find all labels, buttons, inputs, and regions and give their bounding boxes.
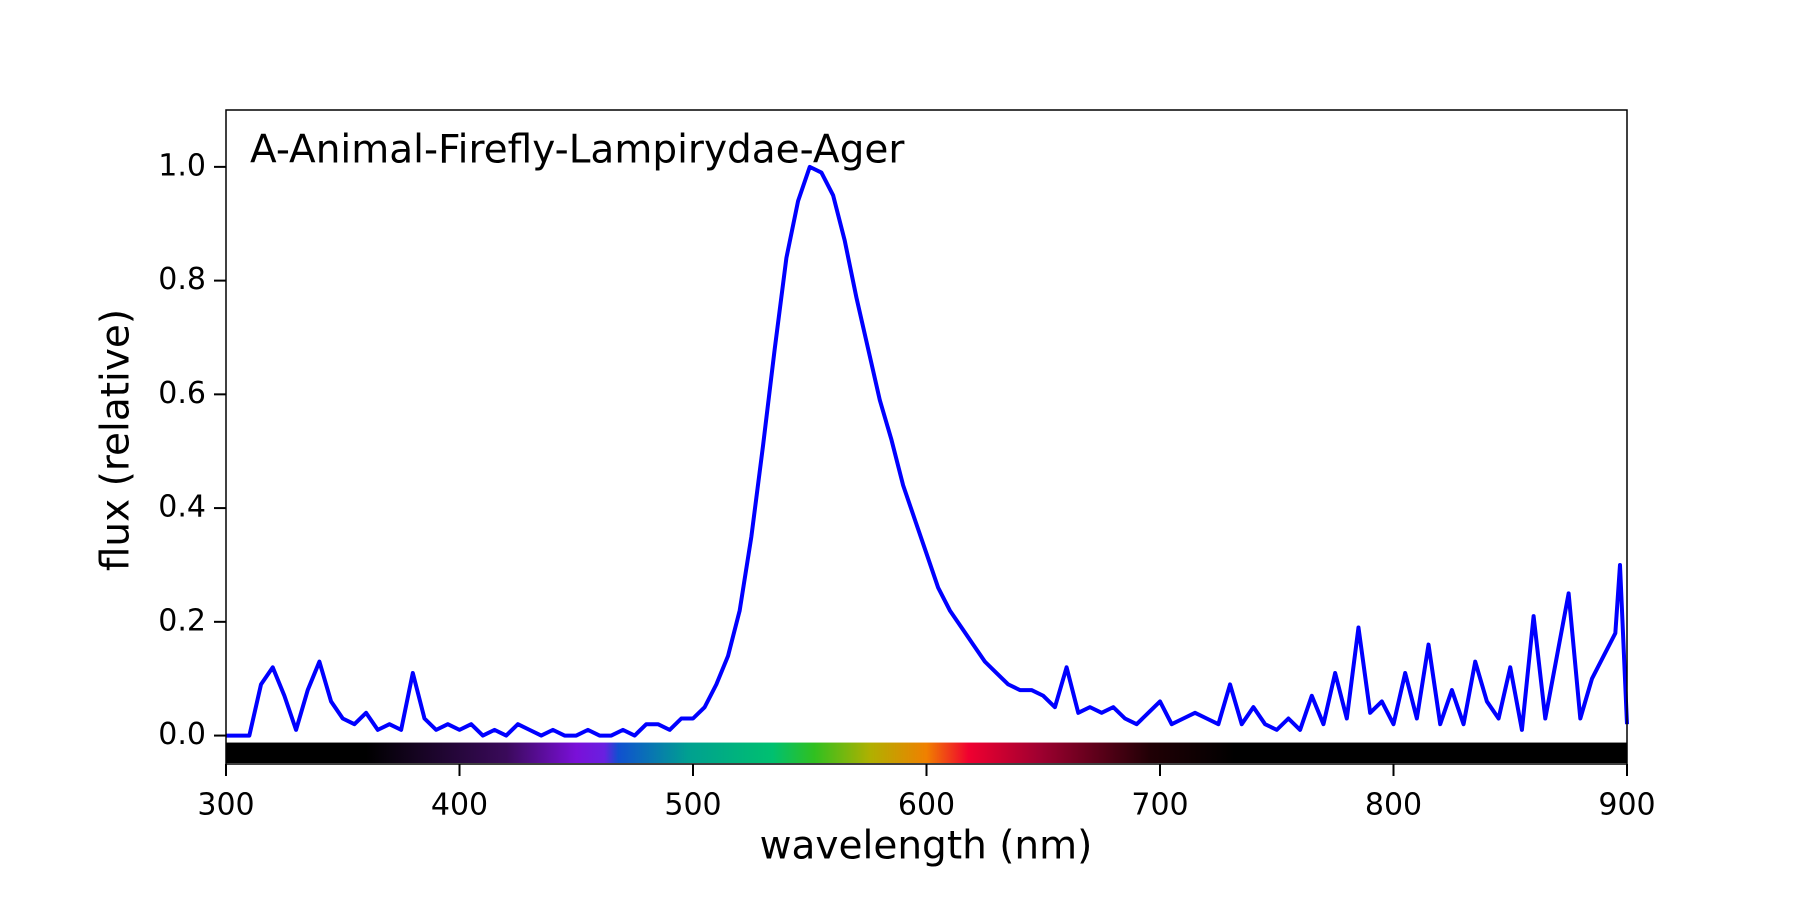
x-tick-label: 600 bbox=[898, 788, 955, 823]
chart-title: A-Animal-Firefly-Lampirydae-Ager bbox=[250, 128, 905, 173]
y-tick-label: 0.8 bbox=[158, 262, 206, 297]
x-tick-label: 500 bbox=[664, 788, 721, 823]
plot-frame bbox=[225, 109, 1628, 765]
x-tick-label: 700 bbox=[1131, 788, 1188, 823]
spectrum-bar bbox=[226, 742, 1627, 763]
y-tick-label: 0.0 bbox=[158, 717, 206, 752]
y-tick-label: 0.4 bbox=[158, 490, 206, 525]
x-tick-label: 400 bbox=[431, 788, 488, 823]
y-tick-label: 0.2 bbox=[158, 603, 206, 638]
x-tick-label: 300 bbox=[197, 788, 254, 823]
spectrum-line bbox=[226, 164, 1629, 738]
x-tick-label: 900 bbox=[1598, 788, 1655, 823]
y-tick-label: 1.0 bbox=[158, 148, 206, 183]
y-tick-label: 0.6 bbox=[158, 376, 206, 411]
x-axis-label: wavelength (nm) bbox=[760, 824, 1093, 869]
x-tick-label: 800 bbox=[1365, 788, 1422, 823]
y-axis-label: flux (relative) bbox=[94, 309, 139, 571]
